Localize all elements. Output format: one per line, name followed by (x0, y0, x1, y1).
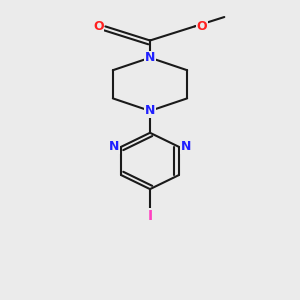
Text: I: I (147, 209, 153, 223)
Text: O: O (93, 20, 104, 33)
Text: O: O (196, 20, 207, 33)
Text: N: N (145, 51, 155, 64)
Text: N: N (145, 104, 155, 117)
Text: N: N (109, 140, 119, 153)
Text: N: N (181, 140, 191, 153)
